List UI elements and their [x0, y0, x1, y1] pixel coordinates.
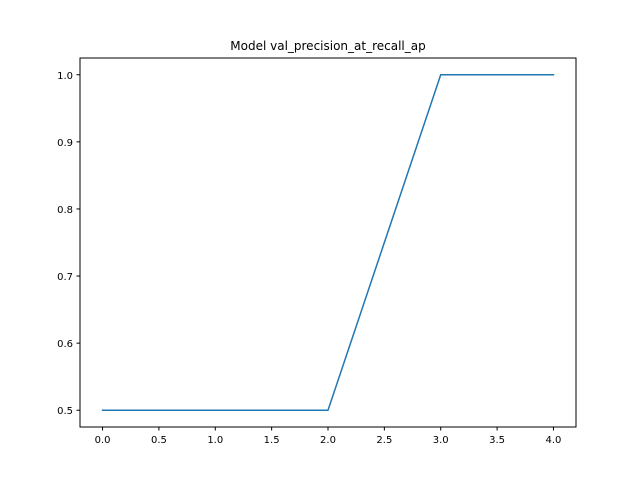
series-layer — [101, 74, 555, 411]
y-tick-label: 0.6 — [57, 339, 73, 350]
x-tick-label: 0.0 — [95, 435, 111, 446]
x-axis-ticks: 0.0 0.5 1.0 1.5 2.0 2.5 3.0 3.5 4.0 — [95, 427, 562, 446]
x-tick-label: 2.5 — [376, 435, 392, 446]
plot-frame — [79, 57, 577, 428]
y-tick-label: 0.9 — [57, 138, 73, 149]
y-tick-label: 0.7 — [57, 272, 73, 283]
chart-title: Model val_precision_at_recall_ap — [230, 39, 425, 53]
x-tick-label: 3.0 — [433, 435, 449, 446]
y-tick-label: 1.0 — [57, 71, 73, 82]
x-tick-label: 0.5 — [151, 435, 167, 446]
x-tick-label: 1.5 — [264, 435, 280, 446]
y-tick-label: 0.5 — [57, 406, 73, 417]
series-line — [101, 74, 555, 411]
y-tick-label: 0.8 — [57, 205, 73, 216]
x-tick-label: 1.0 — [207, 435, 223, 446]
x-tick-label: 4.0 — [546, 435, 562, 446]
x-tick-label: 2.0 — [320, 435, 336, 446]
y-axis-ticks: 0.5 0.6 0.7 0.8 0.9 1.0 — [57, 71, 80, 417]
x-tick-label: 3.5 — [489, 435, 505, 446]
